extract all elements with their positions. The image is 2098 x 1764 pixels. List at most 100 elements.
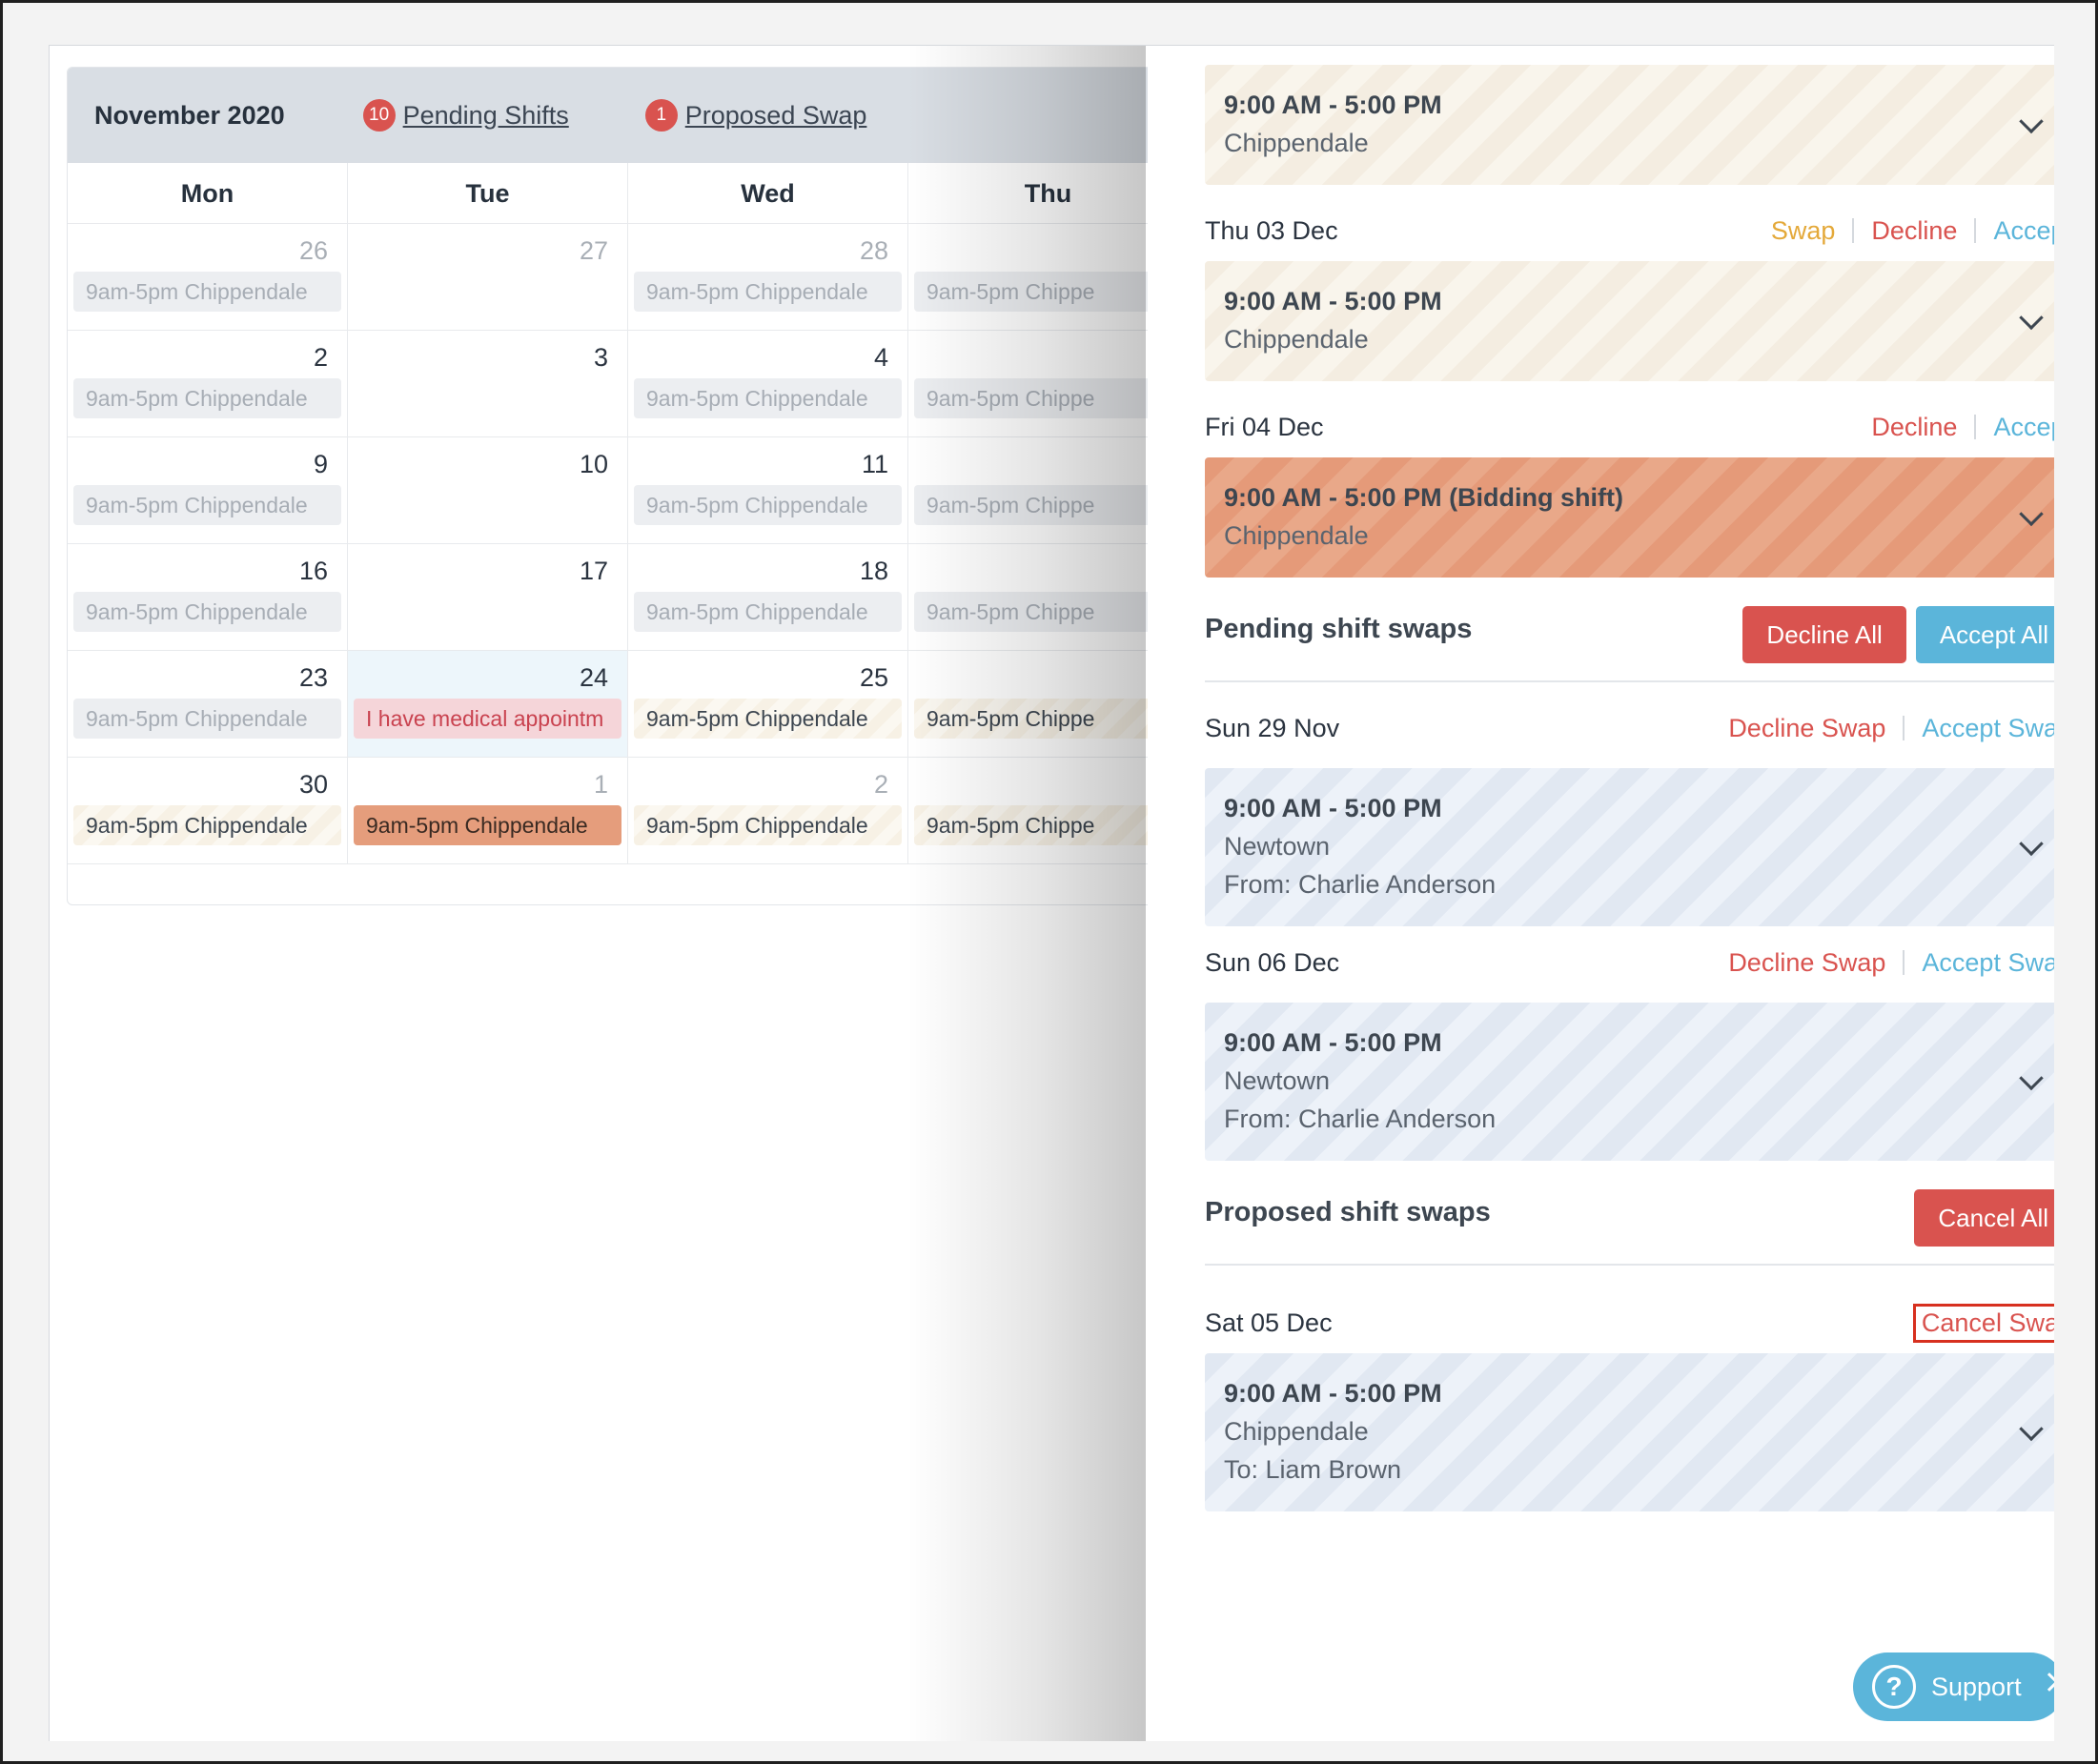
accept-all-button[interactable]: Accept All: [1915, 606, 2054, 663]
calendar-event[interactable]: 9am-5pm Chippendale: [634, 378, 902, 418]
decline-swap-link[interactable]: Decline Swap: [1728, 947, 1886, 977]
calendar-header: November 2020 10 Pending Shifts 1 Propos…: [68, 68, 1210, 163]
calendar-day-cell[interactable]: 9 9am-5pm Chippendale: [68, 437, 348, 543]
calendar-event[interactable]: 9am-5pm Chippendale: [73, 805, 341, 845]
calendar-day-cell[interactable]: 25 9am-5pm Chippendale: [628, 651, 908, 757]
calendar-event[interactable]: 9am-5pm Chippendale: [73, 592, 341, 632]
calendar-day-cell[interactable]: 11 9am-5pm Chippendale: [628, 437, 908, 543]
calendar-event[interactable]: 9am-5pm Chippe: [914, 378, 1182, 418]
bidding-shift-card[interactable]: 9:00 AM - 5:00 PM (Bidding shift) Chippe…: [1205, 457, 2054, 578]
calendar-day-cell[interactable]: 1 9am-5pm Chippendale: [348, 758, 628, 863]
swap-card[interactable]: 9:00 AM - 5:00 PM Newtown From: Charlie …: [1205, 768, 2054, 926]
calendar-event[interactable]: 9am-5pm Chippendale: [634, 699, 902, 739]
calendar-day-cell[interactable]: 9am-5pm Chippe: [908, 437, 1189, 543]
separator: [1974, 415, 1977, 439]
calendar-day-cell[interactable]: 2 9am-5pm Chippendale: [68, 331, 348, 436]
day-number: 30: [298, 770, 328, 799]
separator: [1852, 218, 1855, 243]
shift-card[interactable]: 9:00 AM - 5:00 PM Chippendale: [1205, 65, 2054, 185]
day-number: 25: [859, 663, 888, 692]
weekday-header: Mon: [68, 163, 348, 223]
calendar-event[interactable]: 9am-5pm Chippendale: [634, 592, 902, 632]
calendar-grid: 26 9am-5pm Chippendale 27 28 9am-5pm Chippen…: [68, 224, 1210, 864]
calendar-event[interactable]: I have medical appointm: [354, 699, 621, 739]
calendar-day-cell[interactable]: 9am-5pm Chippe: [908, 544, 1189, 650]
swap-card[interactable]: 9:00 AM - 5:00 PM Chippendale To: Liam B…: [1205, 1353, 2054, 1511]
decline-link[interactable]: Decline: [1871, 412, 1958, 441]
shift-actions: Swap Decline Accept: [1771, 216, 2054, 246]
calendar-day-cell[interactable]: 9am-5pm Chippe: [908, 224, 1189, 330]
calendar-day-cell-today[interactable]: 24 I have medical appointm: [348, 651, 628, 757]
calendar-day-cell[interactable]: 18 9am-5pm Chippendale: [628, 544, 908, 650]
calendar-day-cell[interactable]: 16 9am-5pm Chippendale: [68, 544, 348, 650]
pending-shifts-link[interactable]: 10 Pending Shifts: [362, 99, 569, 132]
support-label: Support: [1931, 1672, 2022, 1701]
day-number: 2: [313, 343, 328, 372]
day-number: 27: [579, 236, 608, 265]
calendar-day-cell[interactable]: 9am-5pm Chippe: [908, 331, 1189, 436]
calendar-event[interactable]: 9am-5pm Chippe: [914, 485, 1182, 525]
calendar-day-cell[interactable]: 30 9am-5pm Chippendale: [68, 758, 348, 863]
day-number: 24: [579, 663, 608, 692]
calendar-day-cell[interactable]: 10: [348, 437, 628, 543]
calendar-event[interactable]: 9am-5pm Chippe: [914, 805, 1182, 845]
separator: [1974, 218, 1977, 243]
calendar-day-cell[interactable]: 3: [348, 331, 628, 436]
day-number: 2: [873, 770, 888, 799]
calendar-event[interactable]: 9am-5pm Chippendale: [354, 805, 621, 845]
shift-time: 9:00 AM - 5:00 PM: [1224, 1028, 1442, 1057]
calendar-day-cell[interactable]: 17: [348, 544, 628, 650]
calendar-event[interactable]: 9am-5pm Chippendale: [73, 699, 341, 739]
proposed-swap-link[interactable]: 1 Proposed Swap: [644, 99, 866, 132]
calendar-week-row: 23 9am-5pm Chippendale 24 I have medical ap…: [68, 651, 1210, 758]
calendar-event[interactable]: 9am-5pm Chippendale: [73, 272, 341, 312]
calendar-day-cell[interactable]: 9am-5pm Chippe: [908, 758, 1189, 863]
calendar-event[interactable]: 9am-5pm Chippendale: [73, 485, 341, 525]
pending-shifts-count-badge: 10: [362, 99, 396, 132]
calendar-event[interactable]: 9am-5pm Chippendale: [634, 805, 902, 845]
day-number: 18: [859, 557, 888, 585]
decline-swap-link[interactable]: Decline Swap: [1728, 713, 1886, 742]
calendar-event[interactable]: 9am-5pm Chippendale: [634, 272, 902, 312]
decline-all-button[interactable]: Decline All: [1742, 606, 1906, 663]
calendar-event[interactable]: 9am-5pm Chippendale: [634, 485, 902, 525]
shift-location: Chippendale: [1224, 129, 1369, 157]
calendar-event[interactable]: 9am-5pm Chippe: [914, 699, 1182, 739]
calendar-day-cell[interactable]: 4 9am-5pm Chippendale: [628, 331, 908, 436]
bulk-actions: Decline All Accept All: [1733, 606, 2054, 663]
pending-swaps-header: Pending shift swaps Decline All Accept A…: [1205, 606, 2054, 663]
decline-link[interactable]: Decline: [1871, 215, 1958, 245]
shift-time: 9:00 AM - 5:00 PM: [1224, 91, 1442, 119]
calendar-week-row: 9 9am-5pm Chippendale 10 11 9am-5pm Chippend…: [68, 437, 1210, 544]
calendar-event[interactable]: 9am-5pm Chippendale: [73, 378, 341, 418]
shift-time: 9:00 AM - 5:00 PM: [1224, 287, 1442, 315]
calendar-week-row: 30 9am-5pm Chippendale 1 9am-5pm Chippendal…: [68, 758, 1210, 864]
swap-link[interactable]: Swap: [1770, 215, 1836, 245]
app-window: November 2020 10 Pending Shifts 1 Propos…: [49, 45, 2054, 1741]
shift-time: 9:00 AM - 5:00 PM: [1224, 1379, 1442, 1408]
day-number: 3: [593, 343, 608, 372]
calendar-day-cell[interactable]: 23 9am-5pm Chippendale: [68, 651, 348, 757]
calendar-day-cell[interactable]: 27: [348, 224, 628, 330]
accept-link[interactable]: Accept: [1993, 215, 2054, 245]
calendar-day-cell[interactable]: 28 9am-5pm Chippendale: [628, 224, 908, 330]
calendar-event[interactable]: 9am-5pm Chippe: [914, 272, 1182, 312]
cancel-all-button[interactable]: Cancel All: [1914, 1189, 2054, 1247]
support-button[interactable]: ? Support: [1853, 1652, 2054, 1721]
swap-date-row: Sun 29 Nov Decline Swap Accept Swap: [1205, 709, 2054, 747]
calendar-day-cell[interactable]: 9am-5pm Chippe: [908, 651, 1189, 757]
swap-card[interactable]: 9:00 AM - 5:00 PM Newtown From: Charlie …: [1205, 1003, 2054, 1161]
shift-card[interactable]: 9:00 AM - 5:00 PM Chippendale: [1205, 261, 2054, 381]
calendar-day-cell[interactable]: 2 9am-5pm Chippendale: [628, 758, 908, 863]
calendar-event[interactable]: 9am-5pm Chippe: [914, 592, 1182, 632]
accept-swap-link[interactable]: Accept Swap: [1922, 947, 2054, 977]
calendar-day-cell[interactable]: 26 9am-5pm Chippendale: [68, 224, 348, 330]
accept-swap-link[interactable]: Accept Swap: [1922, 713, 2054, 742]
day-number: 17: [579, 557, 608, 585]
accept-link[interactable]: Accept: [1993, 412, 2054, 441]
calendar-week-row: 16 9am-5pm Chippendale 17 18 9am-5pm Chippen…: [68, 544, 1210, 651]
cancel-swap-link[interactable]: Cancel Swap: [1912, 1303, 2054, 1343]
shift-time: 9:00 AM - 5:00 PM: [1224, 794, 1442, 822]
swap-from: From: Charlie Anderson: [1224, 1105, 1497, 1133]
day-number: 11: [861, 450, 888, 478]
